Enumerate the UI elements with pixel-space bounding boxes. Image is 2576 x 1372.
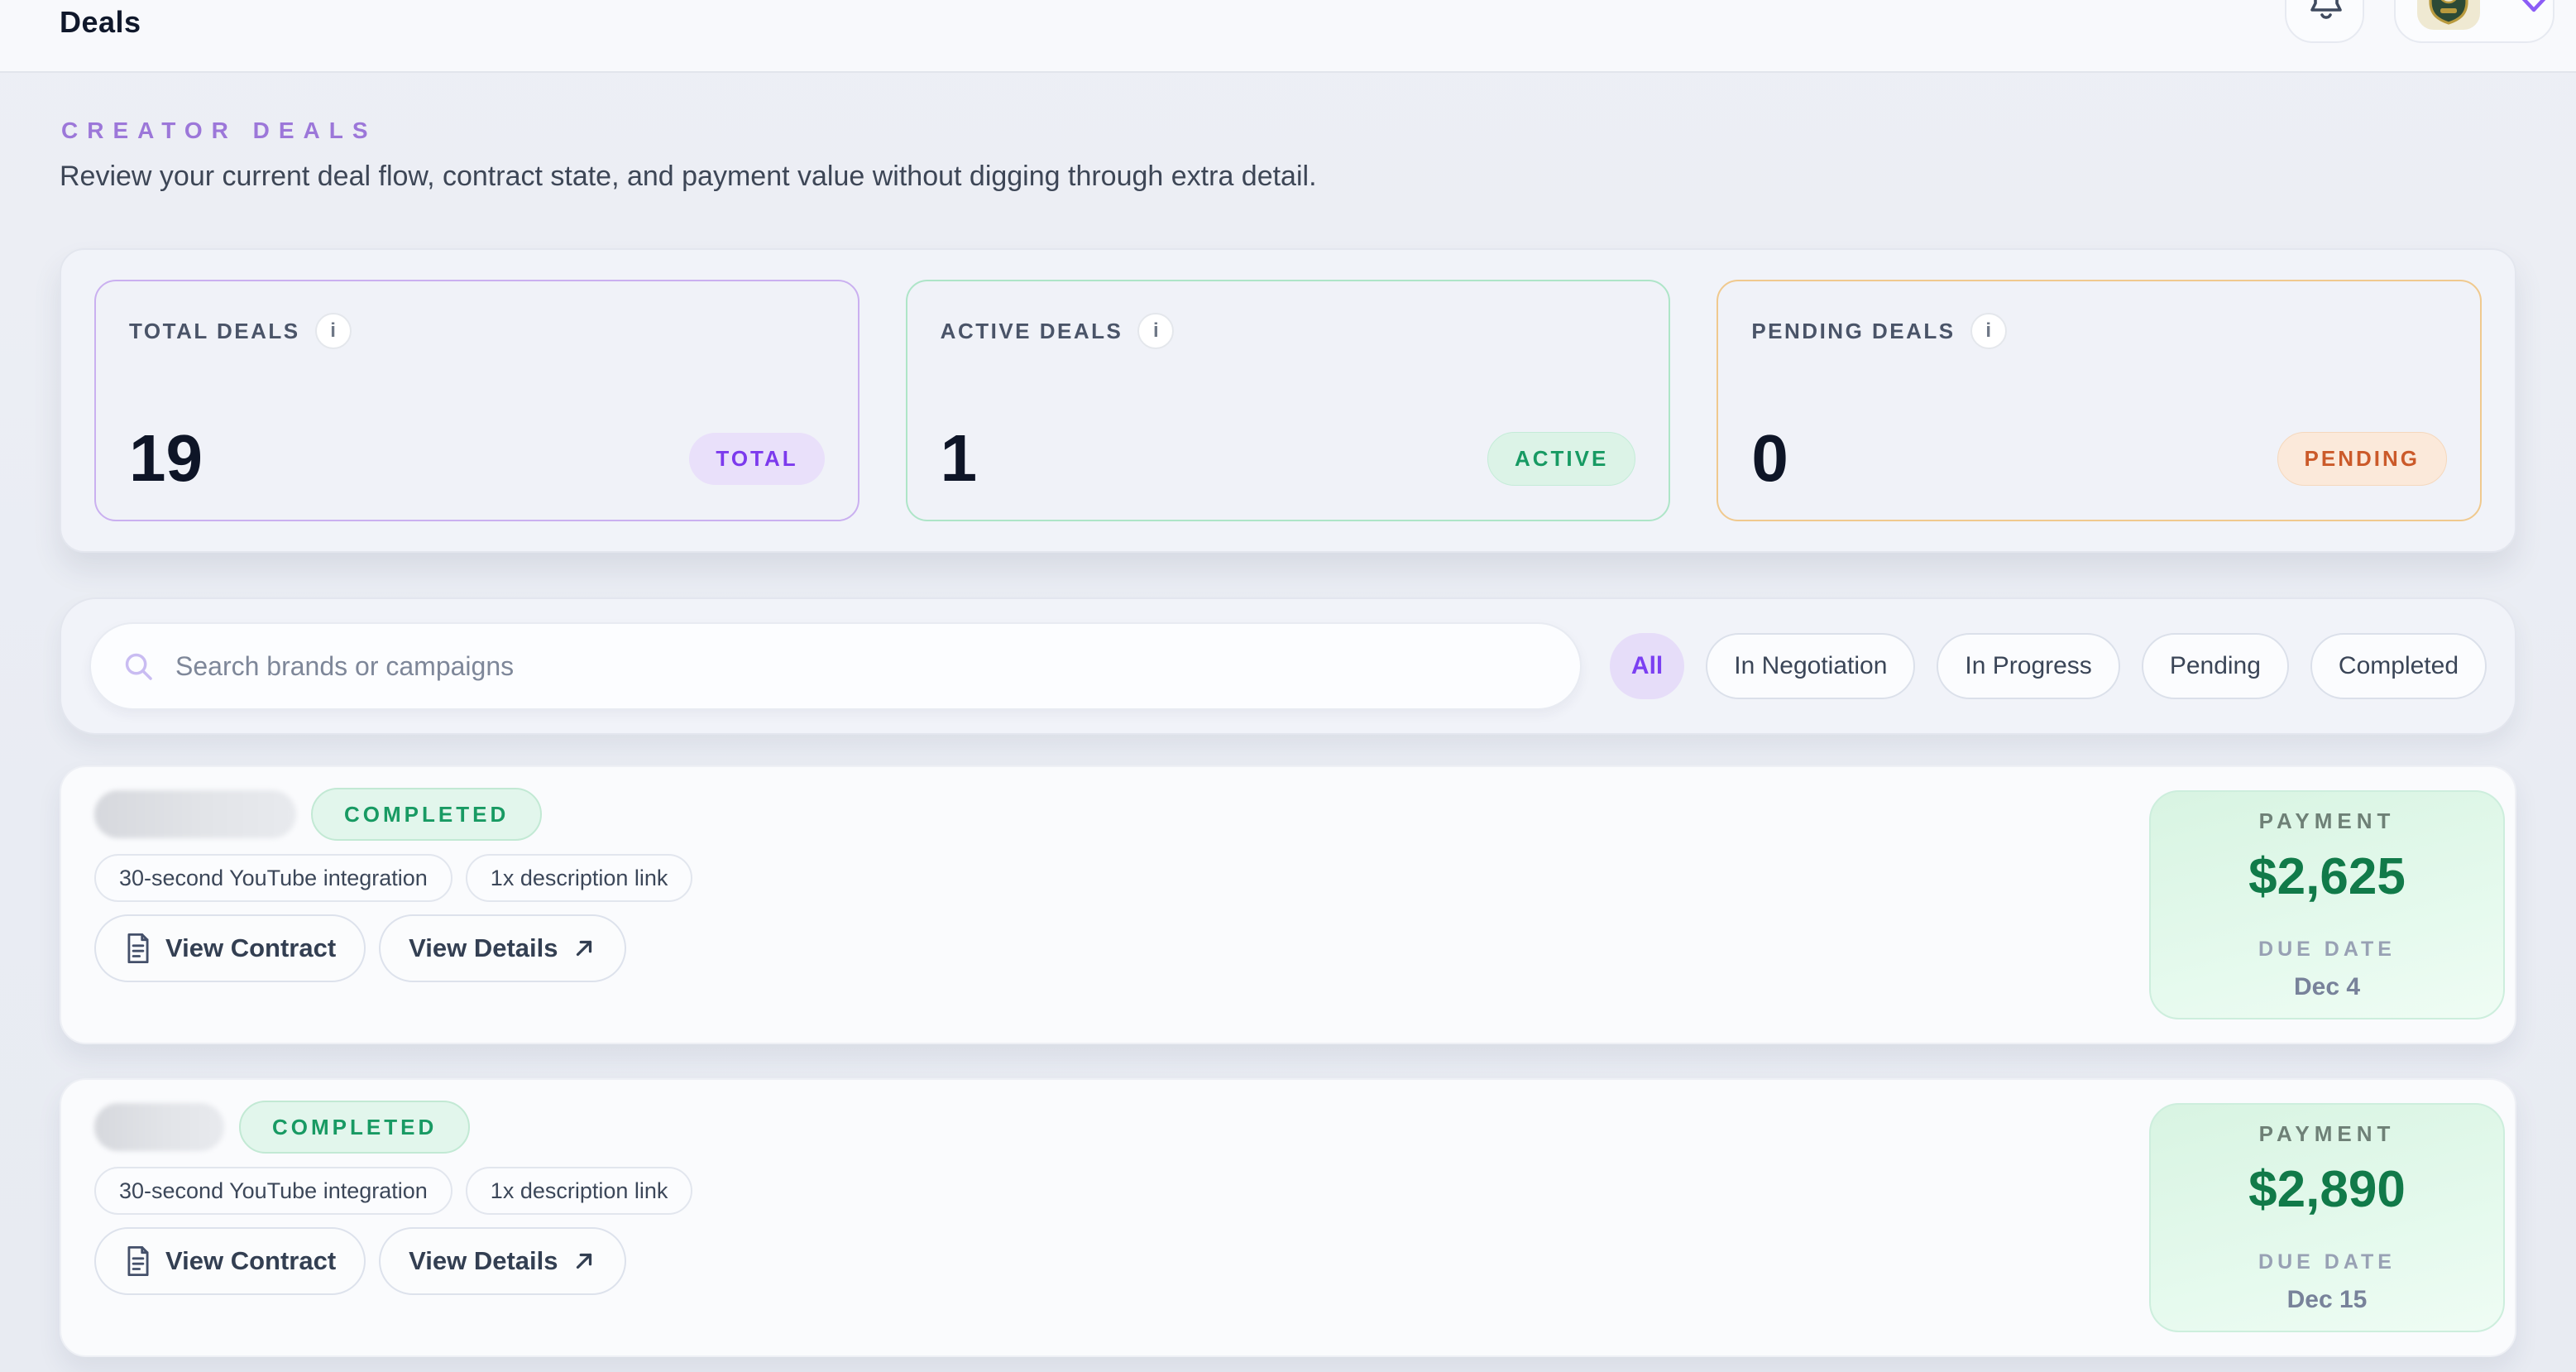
avatar [2417, 0, 2480, 30]
search-input[interactable] [175, 650, 1549, 682]
deal-row: COMPLETED 30-second YouTube integration … [60, 1078, 2516, 1357]
stat-label: PENDING DEALS [1751, 318, 1956, 343]
filter-chips: All In Negotiation In Progress Pending C… [1609, 633, 2487, 699]
search-and-filters: All In Negotiation In Progress Pending C… [60, 597, 2516, 735]
stat-value: 19 [129, 421, 203, 495]
stat-card-active-deals: ACTIVE DEALS i 1 ACTIVE [905, 280, 1671, 521]
stat-value: 0 [1751, 421, 1788, 495]
notifications-button[interactable] [2285, 0, 2364, 43]
brand-name-redacted [94, 1103, 224, 1151]
page-title: Deals [60, 5, 141, 39]
section-subtitle: Review your current deal flow, contract … [60, 161, 1317, 192]
stat-label: TOTAL DEALS [129, 318, 300, 343]
status-badge: COMPLETED [239, 1101, 471, 1154]
view-details-label: View Details [409, 933, 558, 962]
chevron-down-icon [2521, 0, 2546, 12]
stats-summary: TOTAL DEALS i 19 TOTAL ACTIVE DEALS i 1 … [60, 248, 2516, 553]
view-contract-label: View Contract [165, 1246, 337, 1275]
deliverable-tag: 30-second YouTube integration [94, 854, 452, 902]
status-badge: COMPLETED [311, 788, 543, 841]
deliverable-tag: 30-second YouTube integration [94, 1167, 452, 1215]
document-icon [127, 933, 149, 964]
bell-icon [2310, 0, 2342, 19]
view-contract-label: View Contract [165, 933, 337, 962]
view-contract-button[interactable]: View Contract [94, 914, 366, 982]
filter-chip-in-progress[interactable]: In Progress [1937, 633, 2120, 699]
due-date-value: Dec 15 [2286, 1286, 2368, 1313]
info-icon[interactable]: i [1137, 313, 1175, 349]
top-bar: Deals [0, 0, 2576, 73]
stat-card-pending-deals: PENDING DEALS i 0 PENDING [1717, 280, 2483, 521]
due-date-value: Dec 4 [2293, 973, 2361, 1000]
stat-badge: ACTIVE [1487, 431, 1636, 486]
document-icon [127, 1245, 149, 1277]
deliverable-tag: 1x description link [465, 854, 693, 902]
payment-amount: $2,890 [2248, 1161, 2406, 1218]
payment-amount: $2,625 [2248, 848, 2406, 905]
crest-logo-icon [2429, 0, 2468, 25]
payment-summary: PAYMENT $2,625 DUE DATE Dec 4 [2149, 790, 2505, 1019]
payment-label: PAYMENT [2258, 808, 2396, 833]
search-field[interactable] [89, 622, 1582, 710]
due-date-label: DUE DATE [2258, 1250, 2396, 1274]
deliverable-tag: 1x description link [465, 1167, 693, 1215]
deal-row: COMPLETED 30-second YouTube integration … [60, 765, 2516, 1044]
brand-name-redacted [94, 790, 296, 838]
account-menu-button[interactable] [2394, 0, 2554, 43]
filter-chip-completed[interactable]: Completed [2310, 633, 2487, 699]
search-icon [125, 653, 152, 680]
payment-label: PAYMENT [2258, 1121, 2396, 1146]
filter-chip-in-negotiation[interactable]: In Negotiation [1706, 633, 1916, 699]
stat-label: ACTIVE DEALS [940, 318, 1123, 343]
due-date-label: DUE DATE [2258, 938, 2396, 961]
arrow-up-right-icon [576, 1253, 591, 1269]
stat-value: 1 [940, 421, 978, 495]
view-details-button[interactable]: View Details [379, 914, 626, 982]
stat-badge: TOTAL [689, 432, 825, 485]
arrow-up-right-icon [576, 940, 591, 957]
section-eyebrow: CREATOR DEALS [61, 118, 377, 143]
stat-card-total-deals: TOTAL DEALS i 19 TOTAL [94, 280, 859, 521]
stat-badge: PENDING [2277, 431, 2448, 486]
view-details-button[interactable]: View Details [379, 1227, 626, 1295]
view-details-label: View Details [409, 1246, 558, 1275]
filter-chip-pending[interactable]: Pending [2141, 633, 2289, 699]
view-contract-button[interactable]: View Contract [94, 1227, 366, 1295]
payment-summary: PAYMENT $2,890 DUE DATE Dec 15 [2149, 1103, 2505, 1332]
info-icon[interactable]: i [1970, 313, 2007, 349]
filter-chip-all[interactable]: All [1609, 633, 1685, 699]
info-icon[interactable]: i [314, 313, 352, 349]
